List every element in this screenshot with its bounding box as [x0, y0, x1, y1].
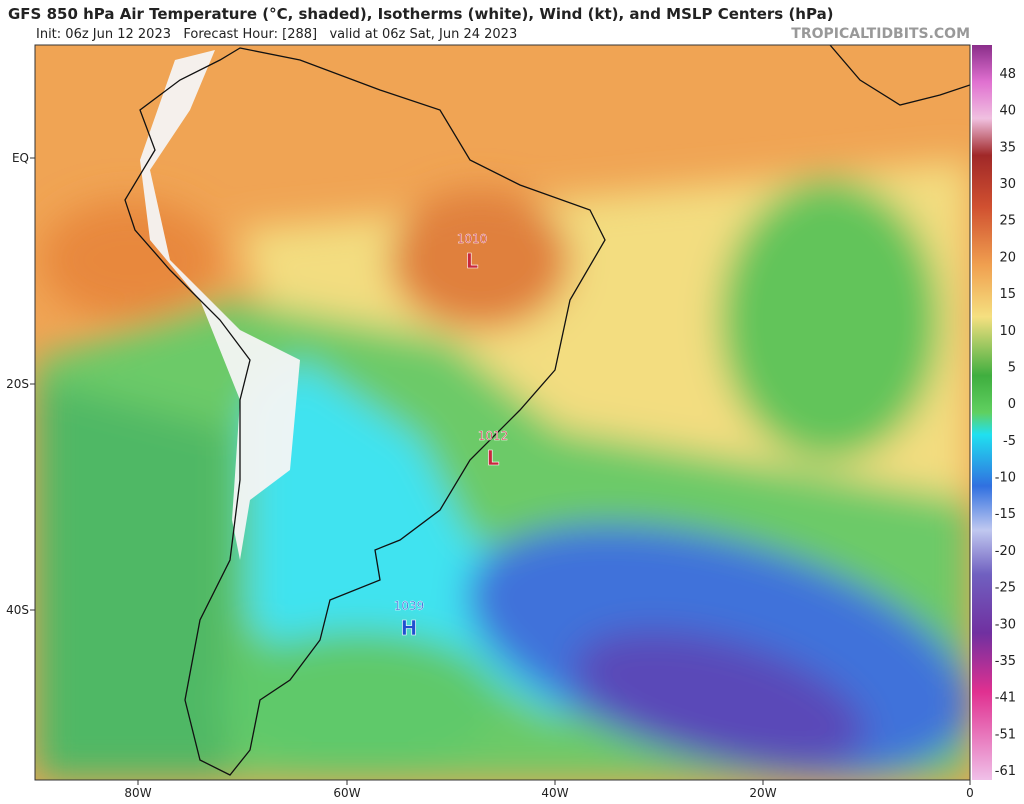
colorbar-label: 20 — [999, 250, 1016, 265]
colorbar-label: 0 — [1008, 397, 1016, 412]
subtitle: Init: 06z Jun 12 2023 Forecast Hour: [28… — [36, 27, 517, 42]
map-frame — [34, 44, 971, 781]
colorbar-label: -5 — [1003, 434, 1016, 449]
colorbar-label: -61 — [995, 764, 1016, 779]
temperature-field — [35, 45, 970, 780]
lat-label: 20S — [6, 377, 29, 391]
colorbar — [972, 45, 992, 780]
colorbar-label: 5 — [1008, 360, 1016, 375]
title: GFS 850 hPa Air Temperature (°C, shaded)… — [8, 5, 834, 23]
pressure-symbol: L — [466, 249, 479, 273]
watermark: TROPICALTIDBITS.COM — [791, 26, 970, 42]
colorbar-label: 25 — [999, 214, 1016, 229]
lon-label: 60W — [333, 786, 360, 800]
colorbar-label: 15 — [999, 287, 1016, 302]
colorbar-label: -51 — [995, 727, 1016, 742]
colorbar-label: 30 — [999, 177, 1016, 192]
lon-label: 80W — [124, 786, 151, 800]
pressure-symbol: H — [401, 616, 418, 640]
colorbar-label: -10 — [995, 471, 1016, 486]
lat-label: 40S — [6, 603, 29, 617]
colorbar-label: -41 — [995, 691, 1016, 706]
colorbar-label: 48 — [999, 67, 1016, 82]
pressure-value: 1012 — [478, 429, 509, 443]
colorbar-label: -15 — [995, 507, 1016, 522]
colorbar-label: 40 — [999, 104, 1016, 119]
colorbar-label: -25 — [995, 581, 1016, 596]
colorbar-label: -30 — [995, 617, 1016, 632]
colorbar-label: 35 — [999, 140, 1016, 155]
lon-label: 0 — [966, 786, 974, 800]
lon-label: 40W — [541, 786, 568, 800]
lat-label: EQ — [12, 151, 29, 165]
pressure-value: 1039 — [394, 599, 425, 613]
pressure-symbol: L — [487, 446, 500, 470]
colorbar-label: 10 — [999, 324, 1016, 339]
pressure-value: 1010 — [457, 232, 488, 246]
colorbar-label: -20 — [995, 544, 1016, 559]
colorbar-label: -35 — [995, 654, 1016, 669]
lon-label: 20W — [749, 786, 776, 800]
